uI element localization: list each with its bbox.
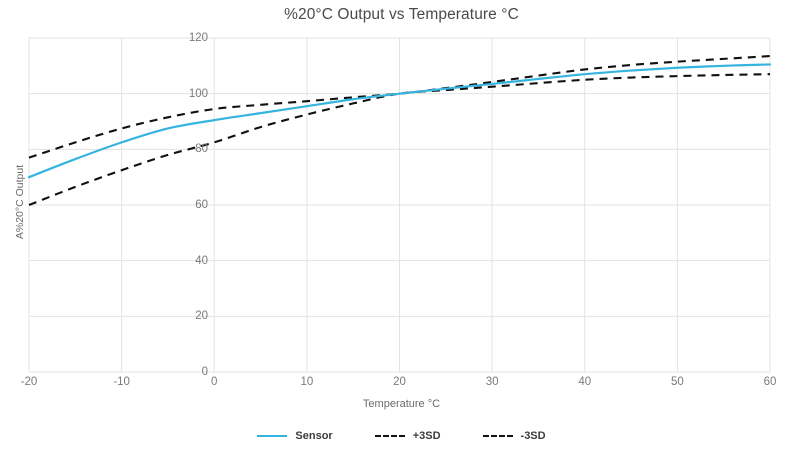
legend-item[interactable]: -3SD xyxy=(482,430,546,442)
legend-label: +3SD xyxy=(412,430,441,442)
y-axis-ticks: 0 20 40 60 80 100 120 xyxy=(172,0,208,460)
x-axis-tick-label: 20 xyxy=(393,376,406,388)
legend-label: -3SD xyxy=(520,430,546,442)
x-axis-tick-label: 0 xyxy=(211,376,218,388)
y-axis-title: A%20°C Output xyxy=(14,164,26,240)
series-line xyxy=(27,63,772,179)
y-axis-tick-label: 80 xyxy=(195,143,208,156)
legend-swatch-icon xyxy=(257,435,288,437)
y-axis-tick-label: 60 xyxy=(195,199,208,211)
chart-title: %20°C Output vs Temperature °C xyxy=(284,6,519,23)
series-line xyxy=(28,73,771,206)
legend-label: Sensor xyxy=(295,430,333,442)
y-axis-tick-label: 40 xyxy=(195,254,208,267)
legend-item[interactable]: Sensor xyxy=(257,430,333,442)
x-axis-tick-label: 50 xyxy=(670,376,684,388)
x-axis-tick-label: -10 xyxy=(113,376,130,388)
legend-swatch-icon xyxy=(374,435,405,437)
x-axis-tick-label: -20 xyxy=(20,376,38,388)
x-axis-tick-label: 60 xyxy=(763,376,777,388)
y-axis-tick-label: 100 xyxy=(188,87,208,100)
legend-swatch-icon xyxy=(482,435,513,437)
x-axis-tick-label: 40 xyxy=(578,376,592,388)
series-line xyxy=(28,55,771,159)
x-axis-tick-label: 30 xyxy=(485,376,499,388)
x-axis-title: Temperature °C xyxy=(362,398,441,410)
chart-legend: Sensor +3SD -3SD xyxy=(0,430,803,442)
y-axis-tick-label: 0 xyxy=(201,366,208,378)
y-axis-tick-label: 120 xyxy=(188,32,208,44)
y-axis-tick-label: 20 xyxy=(195,310,208,323)
legend-item[interactable]: +3SD xyxy=(374,430,441,442)
x-axis-tick-label: 10 xyxy=(300,376,314,388)
